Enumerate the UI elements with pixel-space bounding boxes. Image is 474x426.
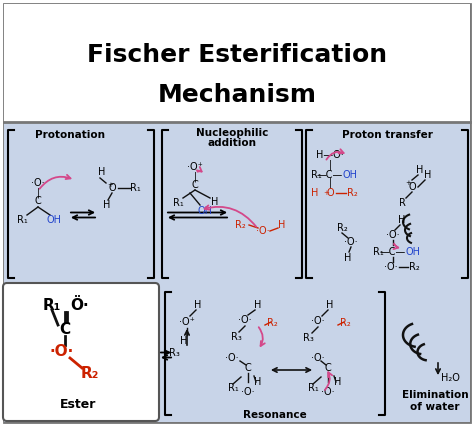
Bar <box>4 122 470 422</box>
Text: H: H <box>103 200 111 210</box>
Text: OH: OH <box>343 170 357 180</box>
Text: |: | <box>328 178 332 188</box>
Text: +: + <box>405 180 411 186</box>
Text: —C—: —C— <box>317 170 343 180</box>
Text: ·O·: ·O· <box>50 345 74 360</box>
Text: |: | <box>36 188 40 198</box>
Text: ·O·: ·O· <box>256 226 270 236</box>
Text: H: H <box>255 377 262 387</box>
Text: +: + <box>107 182 113 188</box>
Text: R₂: R₂ <box>346 188 357 198</box>
Text: H: H <box>255 300 262 310</box>
Text: Ester: Ester <box>60 398 96 412</box>
Text: H: H <box>211 197 219 207</box>
Text: H: H <box>278 220 286 230</box>
Text: H₂O: H₂O <box>440 373 459 383</box>
Text: C: C <box>191 180 199 190</box>
Text: R₁: R₁ <box>228 383 238 393</box>
Text: O: O <box>408 182 416 192</box>
Text: R₂: R₂ <box>266 318 277 328</box>
Text: H—O·: H—O· <box>316 150 344 160</box>
Text: R₁: R₁ <box>43 297 61 313</box>
Text: C: C <box>59 322 71 337</box>
Text: R₁: R₁ <box>17 215 27 225</box>
Text: R₂: R₂ <box>337 223 347 233</box>
Text: H: H <box>416 165 424 175</box>
Text: +: + <box>323 190 329 196</box>
Text: ·O·: ·O· <box>241 387 255 397</box>
Text: ·O·: ·O· <box>386 230 400 240</box>
Text: OH: OH <box>198 206 212 216</box>
Text: C: C <box>245 363 251 373</box>
Text: H: H <box>424 170 432 180</box>
Text: R₃: R₃ <box>230 332 241 342</box>
Text: H: H <box>344 253 352 263</box>
Text: R: R <box>399 198 405 208</box>
Text: H: H <box>311 188 319 198</box>
Text: H: H <box>398 215 406 225</box>
Text: Elimination: Elimination <box>401 390 468 400</box>
Text: R₁: R₁ <box>308 383 319 393</box>
Text: |: | <box>193 172 197 182</box>
Text: H: H <box>334 377 342 387</box>
Text: ·O⁺: ·O⁺ <box>187 162 203 172</box>
Text: R₃: R₃ <box>169 348 180 358</box>
Text: R₂: R₂ <box>409 262 419 272</box>
Text: Fischer Esterification: Fischer Esterification <box>87 43 387 67</box>
Text: R₂: R₂ <box>340 318 350 328</box>
Text: H: H <box>326 300 334 310</box>
Text: of water: of water <box>410 402 460 412</box>
Text: H: H <box>194 300 202 310</box>
Text: Protonation: Protonation <box>35 130 105 140</box>
Text: C: C <box>325 363 331 373</box>
Text: O: O <box>108 183 116 193</box>
Text: R₁: R₁ <box>173 198 183 208</box>
Text: ·O·: ·O· <box>344 237 358 247</box>
Text: Resonance: Resonance <box>243 410 307 420</box>
Text: R₃: R₃ <box>302 333 313 343</box>
Text: R₁: R₁ <box>373 247 383 257</box>
Text: ·O·: ·O· <box>31 178 45 188</box>
Text: R₁: R₁ <box>129 183 140 193</box>
Text: addition: addition <box>208 138 256 148</box>
Text: |: | <box>328 160 332 170</box>
Text: ·O·: ·O· <box>311 353 325 363</box>
Text: ·O·: ·O· <box>238 315 252 325</box>
Text: Nucleophilic: Nucleophilic <box>196 128 268 138</box>
Text: —C—: —C— <box>380 247 406 257</box>
Text: R₂: R₂ <box>81 366 99 382</box>
Text: H: H <box>180 336 188 346</box>
Text: ·O·: ·O· <box>225 353 239 363</box>
Text: H: H <box>98 167 106 177</box>
Text: R₂: R₂ <box>235 220 246 230</box>
Text: Ö·: Ö· <box>71 297 89 313</box>
Text: Mechanism: Mechanism <box>157 83 317 107</box>
Text: ·O⁺: ·O⁺ <box>179 317 195 327</box>
Text: OH: OH <box>46 215 62 225</box>
Text: C: C <box>35 196 41 206</box>
FancyBboxPatch shape <box>3 283 159 421</box>
Text: OH: OH <box>405 247 420 257</box>
Text: ·O·: ·O· <box>311 316 325 326</box>
Text: O: O <box>326 188 334 198</box>
Text: Proton transfer: Proton transfer <box>342 130 432 140</box>
Text: R₁: R₁ <box>310 170 321 180</box>
Bar <box>4 4 470 122</box>
Text: ·O·: ·O· <box>321 387 335 397</box>
Text: ·O·: ·O· <box>384 262 398 272</box>
